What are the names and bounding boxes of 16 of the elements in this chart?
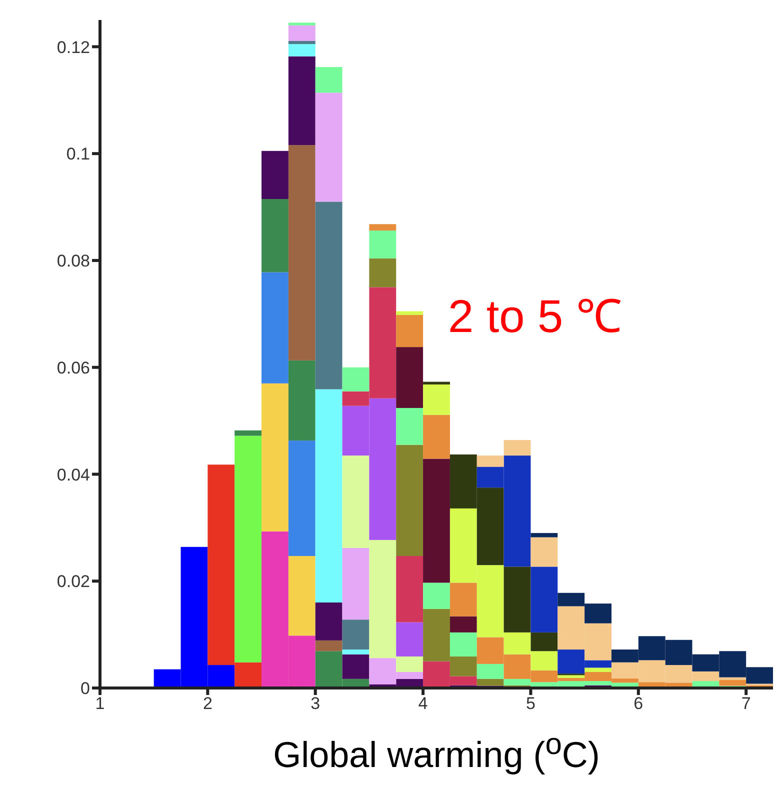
x-tick-label: 6 <box>634 694 644 714</box>
x-tick-label: 5 <box>526 694 536 714</box>
y-tick-label: 0.06 <box>56 358 90 378</box>
y-tick-label: 0.12 <box>56 38 90 57</box>
y-tick-label: 0 <box>80 679 90 698</box>
x-axis-title: Global warming ($^{o}$C) <box>272 728 601 776</box>
annotation: 2 to 5 ℃ <box>448 289 622 344</box>
x-tick-label: 2 <box>202 694 212 714</box>
y-tick-label: 0.08 <box>56 252 90 271</box>
x-tick-label: 3 <box>310 694 320 714</box>
y-tick-label: 0.02 <box>56 572 90 592</box>
x-tick-label: 4 <box>418 694 428 714</box>
x-tick-label: 7 <box>741 694 751 714</box>
y-tick-label: 0.1 <box>66 144 90 164</box>
x-tick-label: 1 <box>95 694 105 714</box>
y-tick-label: 0.04 <box>56 465 90 484</box>
